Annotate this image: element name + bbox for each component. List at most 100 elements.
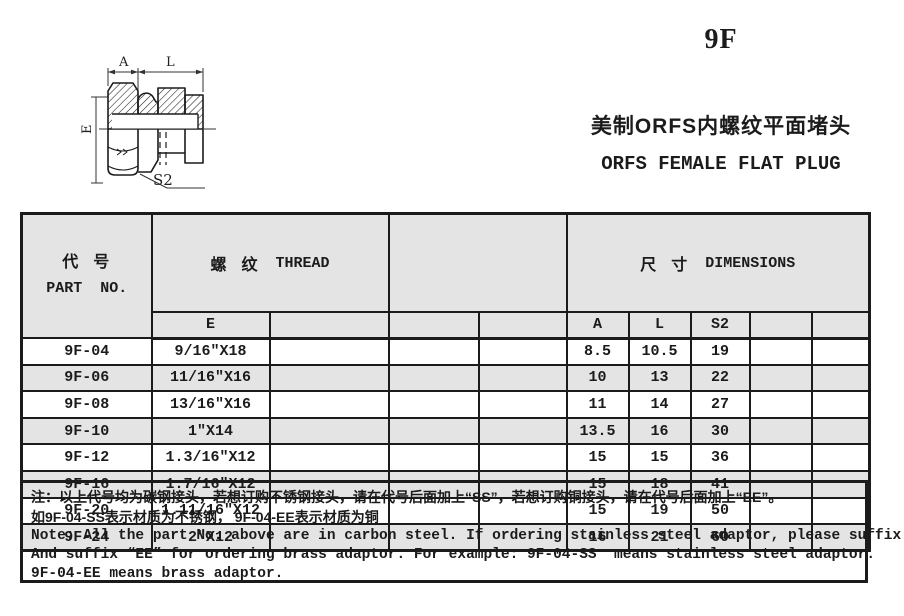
dim-label-e: E (80, 125, 95, 135)
cell-empty (268, 363, 390, 393)
cell-empty (477, 416, 568, 446)
cell-thread-e: 11/16″X16 (150, 363, 271, 393)
cell-empty (810, 469, 871, 499)
cell-empty (387, 469, 480, 499)
table-row: 9F-08 13/16″X16 11 14 27 (20, 390, 871, 419)
cell-empty (268, 443, 390, 472)
cell-l: 14 (627, 390, 692, 419)
cell-a: 13.5 (565, 416, 630, 446)
subheader-empty-2 (387, 311, 480, 340)
cell-l: 10.5 (627, 337, 692, 366)
cell-empty (748, 469, 813, 499)
note-line-cn-1: 注：以上代号均为碳钢接头，若想订购不锈钢接头，请在代号后面加上“SS”，若想订购… (31, 489, 783, 505)
cell-empty (387, 390, 480, 419)
cell-empty (810, 496, 871, 526)
cell-empty (477, 337, 568, 366)
header-part-no: 代 号 PART NO. (20, 212, 153, 339)
cell-s2: 22 (689, 363, 751, 393)
cell-empty (477, 363, 568, 393)
technical-drawing: A L E S2 (80, 55, 217, 189)
cell-part-no: 9F-12 (20, 443, 153, 472)
cell-a: 15 (565, 443, 630, 472)
cell-s2: 36 (689, 443, 751, 472)
s2-leader-line (139, 173, 205, 189)
cell-empty (268, 416, 390, 446)
cell-empty (387, 523, 480, 552)
header-thread-cn: 螺 纹 (210, 257, 260, 274)
cell-empty (387, 363, 480, 393)
cell-empty (810, 390, 871, 419)
note-line-en-3: 9F-04-EE means brass adaptor. (31, 566, 284, 582)
cell-empty (477, 496, 568, 526)
cell-s2: 30 (689, 416, 751, 446)
cell-a: 8.5 (565, 337, 630, 366)
subheader-empty-3 (477, 311, 568, 340)
cell-s2: 27 (689, 390, 751, 419)
header-spacer (387, 212, 568, 313)
subheader-empty-4 (748, 311, 813, 340)
cell-s2: 41 (689, 469, 751, 499)
cell-empty (748, 496, 813, 526)
cell-empty (748, 443, 813, 472)
cell-empty (387, 337, 480, 366)
table-row: 9F-06 11/16″X16 10 13 22 (20, 363, 871, 393)
cell-thread-e: 13/16″X16 (150, 390, 271, 419)
cell-empty (477, 390, 568, 419)
table-row: 9F-20 1.11/16″X12 15 19 50 (20, 496, 871, 526)
cell-thread-e: 1″X14 (150, 416, 271, 446)
cell-thread-e: 9/16″X18 (150, 337, 271, 366)
subheader-e: E (150, 311, 271, 340)
dim-label-l: L (166, 55, 175, 70)
cell-empty (268, 390, 390, 419)
notes-box: 注：以上代号均为碳钢接头，若想订购不锈钢接头，请在代号后面加上“SS”，若想订购… (20, 480, 901, 583)
cell-thread-e: 1.3/16″X12 (150, 443, 271, 472)
dimension-arrows (108, 69, 203, 75)
parts-table: 代 号 PART NO. 螺 纹 THREAD 尺 寸 DIMENSIONS E A … (20, 212, 872, 553)
cell-empty (268, 523, 390, 552)
cell-s2: 19 (689, 337, 751, 366)
cell-thread-e: 1.11/16″X12 (150, 496, 271, 526)
cell-a: 10 (565, 363, 630, 393)
cell-empty (748, 523, 813, 552)
cell-l: 15 (627, 443, 692, 472)
subheader-l: L (627, 311, 692, 340)
exterior-lower (107, 129, 204, 176)
cell-part-no: 9F-08 (20, 390, 153, 419)
header-dimensions: 尺 寸 DIMENSIONS (565, 212, 871, 313)
header-part-no-cn: 代 号 (62, 254, 112, 272)
cell-empty (810, 337, 871, 366)
table-row: 9F-12 1.3/16″X12 15 15 36 (20, 443, 871, 472)
cell-l: 19 (627, 496, 692, 526)
header-thread: 螺 纹 THREAD (150, 212, 390, 313)
subheader-empty-1 (268, 311, 390, 340)
header-thread-en: THREAD (275, 254, 330, 272)
cell-a: 11 (565, 390, 630, 419)
cell-empty (748, 416, 813, 446)
cell-empty (268, 337, 390, 366)
header-dimensions-cn: 尺 寸 (640, 257, 690, 274)
cell-empty (268, 496, 390, 526)
cell-s2: 50 (689, 496, 751, 526)
cell-part-no: 9F-06 (20, 363, 153, 393)
cell-l: 16 (627, 416, 692, 446)
bore (112, 114, 198, 129)
cell-empty (748, 363, 813, 393)
header-part-no-en: PART NO. (46, 280, 128, 297)
cell-l: 13 (627, 363, 692, 393)
cell-part-no: 9F-24 (20, 523, 153, 552)
cell-empty (477, 523, 568, 552)
cell-empty (810, 416, 871, 446)
cell-empty (387, 443, 480, 472)
cell-empty (810, 363, 871, 393)
page-title: 9F (704, 24, 738, 55)
subheader-a: A (565, 311, 630, 340)
cell-part-no: 9F-10 (20, 416, 153, 446)
cell-empty (477, 469, 568, 499)
cell-empty (387, 496, 480, 526)
cell-l: 18 (627, 469, 692, 499)
product-title-chinese: 美制ORFS内螺纹平面堵头 (590, 115, 852, 138)
table-row: 9F-24 2″X12 16 21 60 (20, 523, 871, 552)
cell-empty (810, 443, 871, 472)
header-dimensions-en: DIMENSIONS (705, 254, 796, 272)
